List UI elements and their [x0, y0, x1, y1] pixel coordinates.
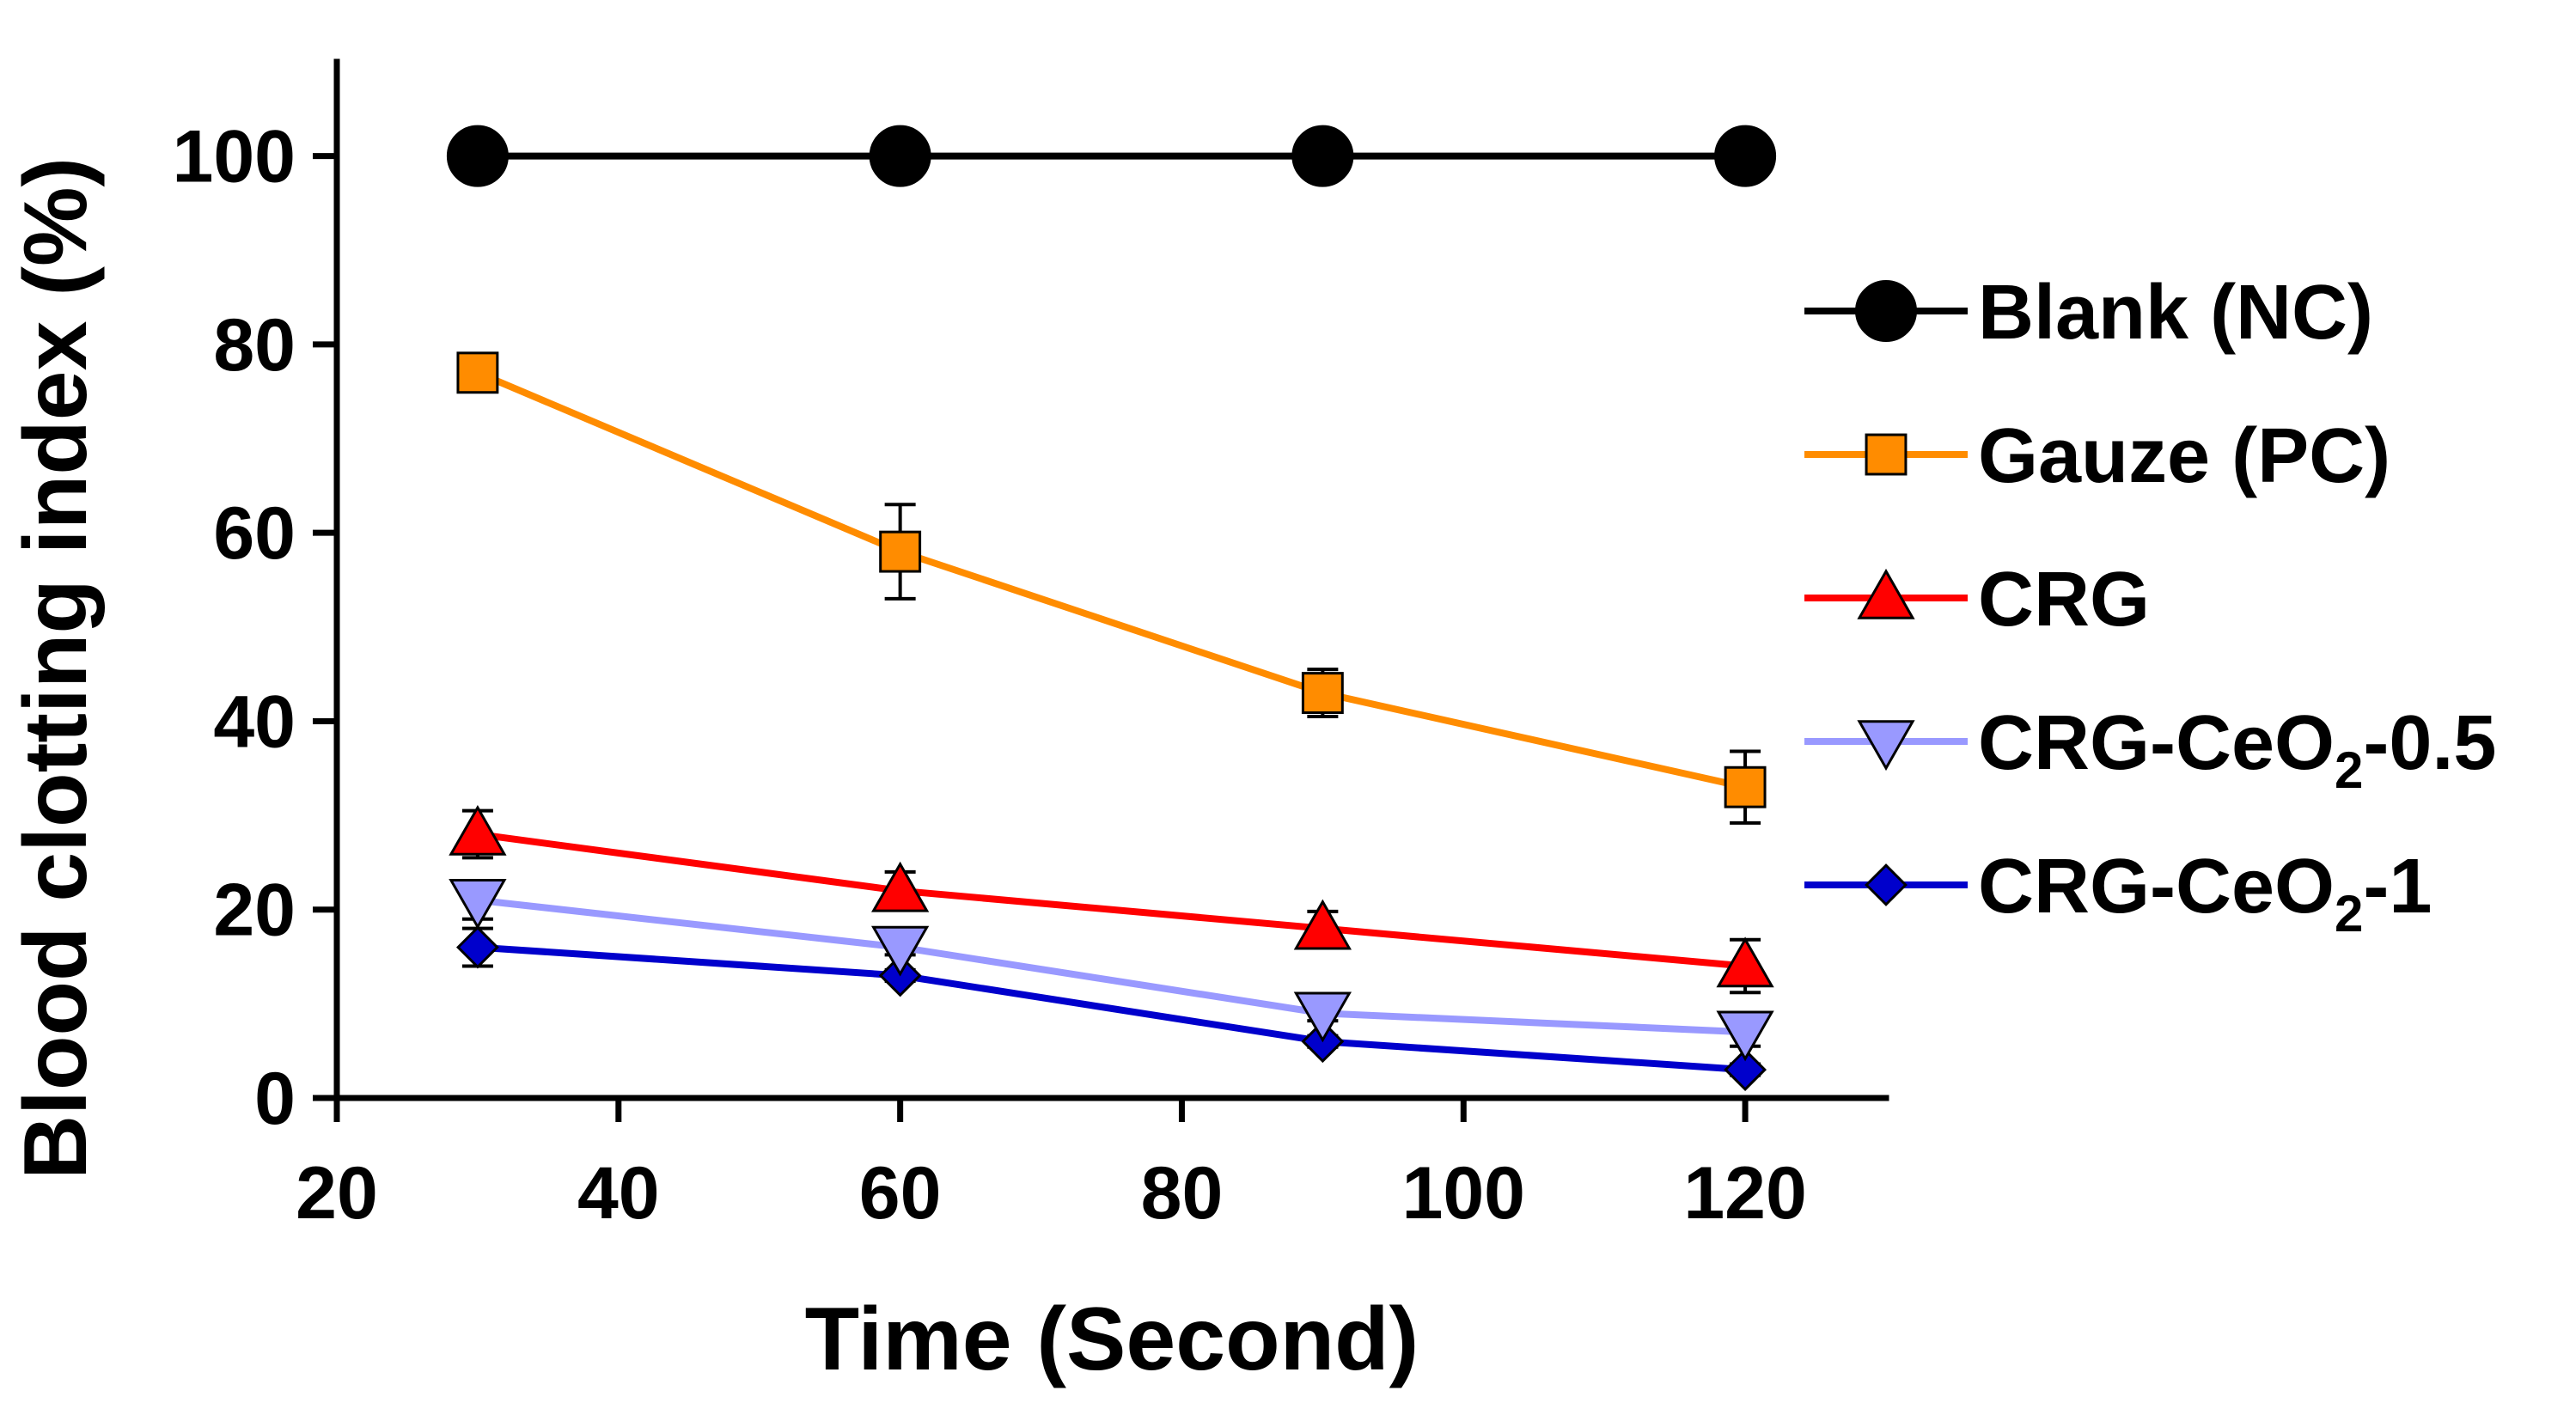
- legend-marker: [1857, 720, 1915, 772]
- y-tick-label: 40: [213, 680, 296, 763]
- legend-label-tail: -0.5: [2363, 700, 2496, 786]
- data-point: [449, 878, 507, 930]
- legend-marker: [1865, 433, 1908, 476]
- legend-item-3: CRG-CeO2-0.5: [1804, 700, 2497, 799]
- series-4: [455, 925, 1767, 1092]
- legend-label-subscript: 2: [2335, 885, 2363, 942]
- x-tick-label: 60: [859, 1152, 942, 1235]
- x-tick-label: 40: [577, 1152, 660, 1235]
- legend-label: Blank (NC): [1978, 270, 2373, 356]
- series-1: [456, 351, 1767, 825]
- x-tick-label: 80: [1141, 1152, 1224, 1235]
- y-tick-label: 0: [254, 1058, 296, 1140]
- y-tick-label: 60: [213, 492, 296, 575]
- legend-item-4: CRG-CeO2-1: [1804, 844, 2432, 942]
- data-point: [1293, 899, 1352, 950]
- series-line: [477, 831, 1746, 970]
- series-3: [449, 878, 1774, 1062]
- y-axis-title: Blood clotting index (%): [6, 157, 106, 1180]
- legend-label-tail: -1: [2363, 844, 2432, 930]
- legend-item-1: Gauze (PC): [1804, 413, 2390, 499]
- data-point: [1714, 125, 1777, 187]
- legend-label-subscript: 2: [2335, 741, 2363, 799]
- legend-label: CRG-CeO2-1: [1978, 844, 2432, 942]
- legend-item-2: CRG: [1804, 557, 2150, 643]
- legend-label: CRG-CeO2-0.5: [1978, 700, 2497, 799]
- y-tick-label: 80: [213, 304, 296, 387]
- data-point: [446, 125, 509, 187]
- data-point: [871, 861, 930, 912]
- data-point: [1291, 125, 1354, 187]
- x-tick-label: 20: [296, 1152, 378, 1235]
- data-point: [1293, 991, 1352, 1043]
- data-point: [1724, 1048, 1767, 1092]
- series-line: [476, 369, 1746, 791]
- series-line: [477, 896, 1746, 1036]
- data-point: [871, 925, 930, 977]
- legend-label: Gauze (PC): [1978, 413, 2390, 499]
- data-point: [1716, 1010, 1774, 1062]
- legend-label-main: Blank (NC): [1978, 270, 2373, 356]
- x-axis-title: Time (Second): [805, 1290, 1419, 1389]
- legend-item-0: Blank (NC): [1804, 270, 2373, 356]
- legend-label-main: CRG: [1978, 557, 2150, 643]
- data-point: [1301, 672, 1344, 715]
- legend-label-main: CRG-CeO: [1978, 700, 2335, 786]
- data-point: [456, 351, 499, 394]
- data-point: [1716, 936, 1774, 988]
- legend-marker: [1855, 280, 1917, 342]
- series-2: [449, 804, 1774, 995]
- data-point: [1724, 765, 1767, 808]
- legend-label-main: Gauze (PC): [1978, 413, 2390, 499]
- data-point: [879, 530, 922, 573]
- x-tick-label: 100: [1402, 1152, 1526, 1235]
- legend-marker: [1857, 568, 1915, 619]
- y-tick-label: 100: [173, 116, 296, 198]
- legend-label: CRG: [1978, 557, 2150, 643]
- series-line: [477, 943, 1746, 1074]
- data-point: [449, 804, 507, 856]
- series-0: [446, 125, 1777, 187]
- y-tick-label: 20: [213, 869, 296, 952]
- x-tick-label: 120: [1683, 1152, 1807, 1235]
- legend: Blank (NC)Gauze (PC)CRGCRG-CeO2-0.5CRG-C…: [1804, 270, 2497, 942]
- data-point: [869, 125, 931, 187]
- legend-label-main: CRG-CeO: [1978, 844, 2335, 930]
- legend-marker: [1865, 863, 1908, 906]
- data-point: [455, 925, 499, 969]
